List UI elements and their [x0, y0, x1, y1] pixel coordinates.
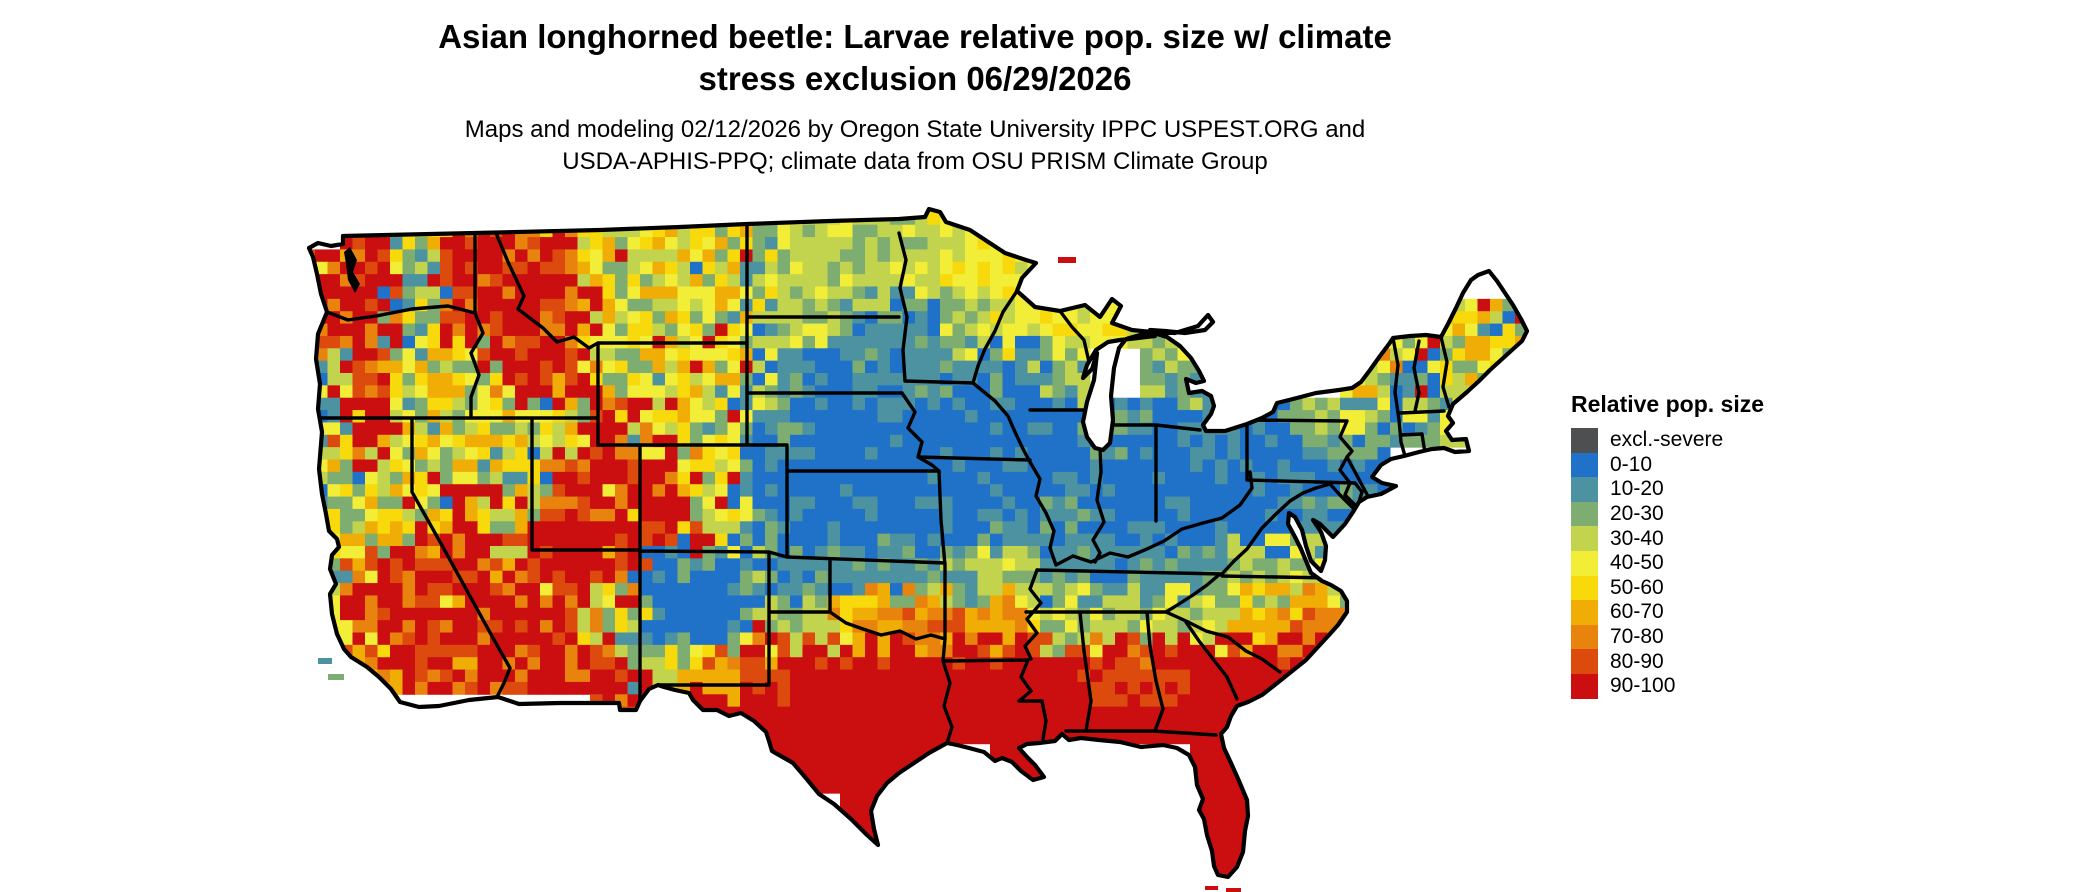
legend-item-8: 70-80 — [1571, 624, 1764, 650]
legend-items: excl.-severe 0-10 10-20 20-30 30-40 40-50 50-6… — [1571, 428, 1764, 699]
legend-item-0: excl.-severe — [1571, 428, 1764, 453]
legend-item-2: 10-20 — [1571, 477, 1764, 502]
legend-item-9: 80-90 — [1571, 649, 1764, 674]
page-subtitle: Maps and modeling 02/12/2026 by Oregon S… — [290, 114, 1540, 177]
legend-label: 50-60 — [1610, 575, 1664, 599]
legend-swatch — [1571, 600, 1598, 625]
title-block: Asian longhorned beetle: Larvae relative… — [290, 16, 1540, 178]
legend-label: excl.-severe — [1610, 428, 1724, 452]
legend-item-3: 20-30 — [1571, 501, 1764, 527]
subtitle-line-2: USDA-APHIS-PPQ; climate data from OSU PR… — [562, 148, 1268, 176]
legend-item-7: 60-70 — [1571, 600, 1764, 625]
florida-keys — [1205, 886, 1241, 892]
title-line-1: Asian longhorned beetle: Larvae relative… — [438, 18, 1392, 55]
legend-label: 0-10 — [1610, 452, 1653, 476]
state-borders — [320, 222, 1451, 745]
us-outline — [306, 206, 1530, 880]
map-legend: Relative pop. size excl.-severe 0-10 10-20… — [1571, 391, 1764, 699]
legend-swatch — [1571, 428, 1598, 453]
legend-swatch — [1571, 550, 1598, 576]
legend-item-6: 50-60 — [1571, 575, 1764, 601]
legend-label: 70-80 — [1610, 625, 1664, 649]
legend-swatch — [1571, 452, 1598, 478]
legend-item-5: 40-50 — [1571, 550, 1764, 576]
legend-label: 90-100 — [1610, 674, 1676, 698]
legend-swatch — [1571, 526, 1598, 551]
legend-label: 80-90 — [1610, 649, 1664, 673]
us-map-svg — [306, 206, 1530, 892]
legend-item-10: 90-100 — [1571, 673, 1764, 699]
page-title: Asian longhorned beetle: Larvae relative… — [290, 16, 1540, 100]
legend-label: 60-70 — [1610, 600, 1664, 624]
isle-royale-island — [1058, 257, 1076, 263]
legend-label: 30-40 — [1610, 526, 1664, 550]
raster-cells — [309, 209, 1527, 877]
channel-island-green — [328, 674, 344, 680]
legend-label: 10-20 — [1610, 477, 1664, 501]
subtitle-line-1: Maps and modeling 02/12/2026 by Oregon S… — [464, 116, 1366, 144]
legend-swatch — [1571, 649, 1598, 674]
legend-swatch — [1571, 575, 1598, 601]
legend-item-1: 0-10 — [1571, 452, 1764, 478]
legend-label: 40-50 — [1610, 551, 1664, 575]
legend-swatch — [1571, 624, 1598, 650]
channel-island-teal — [318, 658, 332, 664]
legend-swatch — [1571, 501, 1598, 527]
legend-label: 20-30 — [1610, 502, 1664, 526]
legend-item-4: 30-40 — [1571, 526, 1764, 551]
title-line-2: stress exclusion 06/29/2026 — [698, 60, 1132, 98]
us-map — [290, 200, 1540, 892]
legend-swatch — [1571, 477, 1598, 502]
legend-swatch — [1571, 673, 1598, 699]
puget-sound — [344, 247, 360, 293]
legend-title: Relative pop. size — [1571, 391, 1765, 417]
